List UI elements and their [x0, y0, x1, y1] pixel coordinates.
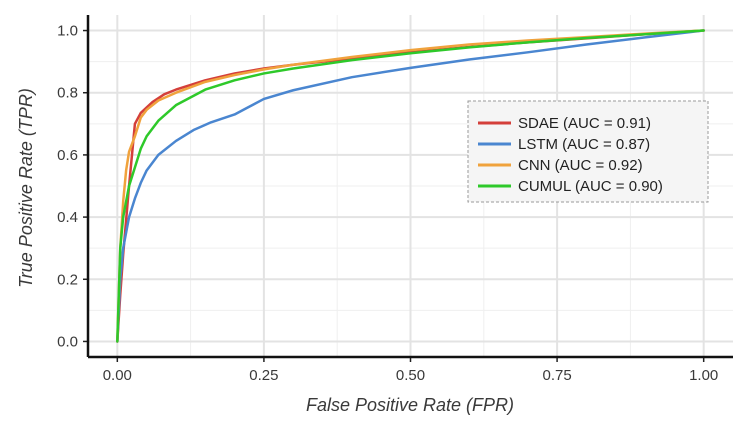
y-axis-title: True Positive Rate (TPR) [16, 88, 36, 288]
y-tick-label: 0.4 [57, 209, 78, 226]
legend-label-lstm: LSTM (AUC = 0.87) [518, 136, 650, 153]
x-tick-label: 0.25 [249, 367, 278, 384]
legend-label-cumul: CUMUL (AUC = 0.90) [518, 178, 663, 195]
x-tick-label: 0.50 [396, 367, 425, 384]
legend-label-sdae: SDAE (AUC = 0.91) [518, 115, 651, 132]
y-tick-label: 0.8 [57, 85, 78, 102]
y-tick-label: 0.6 [57, 147, 78, 164]
y-tick-label: 0.2 [57, 271, 78, 288]
legend-label-cnn: CNN (AUC = 0.92) [518, 157, 643, 174]
series-line-lstm [116, 29, 705, 343]
tick-labels: 0.00 0.25 0.50 0.75 1.00 0.0 0.2 0.4 0.6 0.8 1.0 [57, 23, 718, 384]
x-axis-title: False Positive Rate (FPR) [306, 395, 514, 415]
x-tick-label: 1.00 [689, 367, 718, 384]
axes [83, 15, 733, 362]
x-tick-label: 0.75 [542, 367, 571, 384]
series-lines [116, 29, 705, 343]
series-line-cumul [116, 29, 705, 343]
legend: SDAE (AUC = 0.91) LSTM (AUC = 0.87) CNN (A… [467, 100, 709, 203]
series-line-cnn [116, 29, 705, 343]
x-tick-label: 0.00 [103, 367, 132, 384]
y-tick-label: 0.0 [57, 333, 78, 350]
y-tick-label: 1.0 [57, 23, 78, 40]
